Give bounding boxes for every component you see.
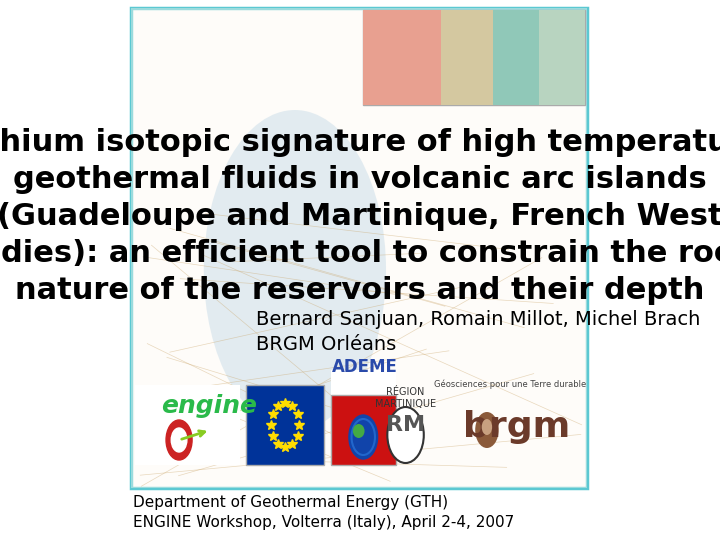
Circle shape — [171, 428, 187, 452]
Bar — [441, 10, 493, 105]
Circle shape — [166, 420, 192, 460]
Bar — [131, 8, 587, 488]
Text: BRGM Orléans: BRGM Orléans — [256, 335, 396, 354]
Circle shape — [482, 419, 492, 435]
Text: Bernard Sanjuan, Romain Millot, Michel Brach: Bernard Sanjuan, Romain Millot, Michel B… — [256, 310, 701, 329]
Circle shape — [387, 407, 424, 463]
Bar — [539, 10, 585, 105]
Text: ENGINE Workshop, Volterra (Italy), April 2-4, 2007: ENGINE Workshop, Volterra (Italy), April… — [133, 515, 515, 530]
Text: ADEME: ADEME — [332, 358, 398, 376]
Text: Department of Geothermal Energy (GTH): Department of Geothermal Energy (GTH) — [133, 495, 449, 510]
Bar — [364, 10, 585, 105]
Bar — [493, 10, 539, 105]
Text: Géosciences pour une Terre durable: Géosciences pour une Terre durable — [433, 379, 586, 389]
Bar — [135, 385, 240, 465]
Text: RM: RM — [386, 415, 425, 435]
Ellipse shape — [204, 110, 386, 430]
Bar — [246, 385, 324, 465]
Bar — [330, 370, 396, 395]
Circle shape — [349, 415, 377, 459]
Text: engine: engine — [161, 394, 258, 418]
Ellipse shape — [353, 424, 364, 438]
Text: RÉGION
MARTINIQUE: RÉGION MARTINIQUE — [375, 387, 436, 409]
Bar — [330, 395, 396, 465]
FancyBboxPatch shape — [131, 8, 587, 488]
Bar — [364, 10, 441, 105]
Text: brgm: brgm — [462, 410, 570, 444]
Text: Lithium isotopic signature of high temperature
geothermal fluids in volcanic arc: Lithium isotopic signature of high tempe… — [0, 128, 720, 305]
Circle shape — [475, 412, 499, 448]
